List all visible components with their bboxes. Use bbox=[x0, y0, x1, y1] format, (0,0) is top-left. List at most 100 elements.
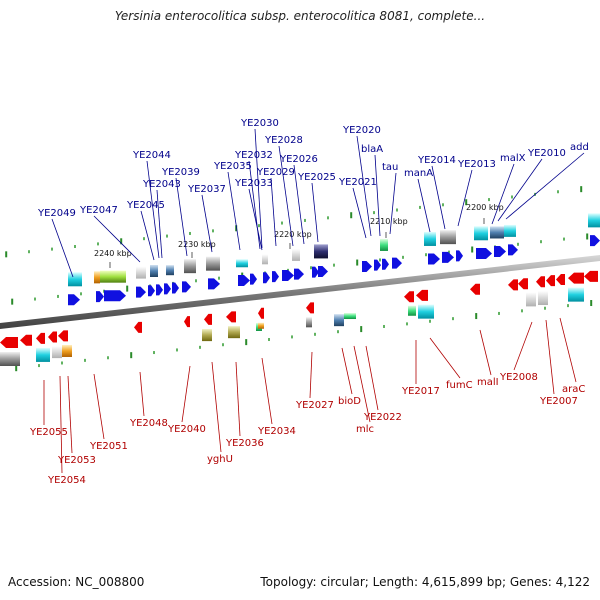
leader-line bbox=[254, 128, 263, 249]
reverse-gene-arrow bbox=[546, 275, 555, 287]
tick-mark bbox=[5, 251, 8, 258]
tick-mark bbox=[360, 326, 363, 333]
feature-block bbox=[306, 317, 312, 328]
leader-line bbox=[270, 177, 277, 247]
gene-label-bottom: YE2022 bbox=[363, 412, 402, 423]
forward-gene-arrow bbox=[182, 281, 191, 293]
forward-gene-arrow bbox=[156, 284, 163, 296]
tick-mark bbox=[586, 233, 589, 240]
feature-block bbox=[588, 213, 600, 228]
tick-mark bbox=[130, 352, 133, 359]
leader-line bbox=[140, 210, 155, 261]
leader-line bbox=[93, 373, 105, 440]
gene-label-bottom: YE2027 bbox=[295, 400, 334, 411]
reverse-gene-arrow bbox=[568, 272, 584, 284]
tick-mark bbox=[452, 317, 454, 321]
gene-label-top: YE2010 bbox=[527, 148, 566, 159]
leader-line bbox=[235, 361, 241, 437]
forward-gene-arrow bbox=[208, 278, 220, 290]
tick-mark bbox=[580, 186, 583, 193]
map-title: Yersinia enterocolitica subsp. enterocol… bbox=[114, 9, 486, 23]
feature-block bbox=[0, 352, 20, 366]
leader-line bbox=[51, 218, 74, 278]
tick-mark bbox=[15, 365, 18, 372]
bp-mark-label: 2200 kbp bbox=[466, 203, 504, 212]
tick-mark bbox=[350, 212, 353, 219]
feature-block bbox=[206, 256, 220, 271]
reverse-gene-arrow bbox=[184, 316, 190, 328]
forward-gene-arrow bbox=[294, 268, 304, 280]
feature-block bbox=[100, 270, 126, 283]
forward-gene-arrow bbox=[250, 273, 257, 285]
gene-label-bottom: YE2051 bbox=[89, 441, 128, 452]
feature-block bbox=[380, 238, 388, 251]
tick-mark bbox=[540, 240, 542, 244]
tick-mark bbox=[176, 348, 178, 352]
feature-block bbox=[538, 291, 548, 306]
leader-line bbox=[559, 317, 577, 383]
gene-label-top: YE2014 bbox=[417, 155, 456, 166]
feature-block bbox=[474, 226, 488, 241]
reverse-gene-arrow bbox=[258, 307, 264, 319]
gene-label-bottom: YE2034 bbox=[257, 426, 296, 437]
topology-summary: Topology: circular; Length: 4,615,899 bp… bbox=[260, 575, 590, 589]
tick-mark bbox=[120, 238, 123, 245]
gene-label-bottom: araC bbox=[562, 384, 585, 395]
forward-gene-arrow bbox=[382, 258, 389, 270]
gene-label-top: YE2013 bbox=[457, 159, 496, 170]
tick-mark bbox=[488, 198, 490, 202]
gene-label-top: manA bbox=[404, 168, 433, 179]
tick-mark bbox=[563, 237, 565, 241]
leader-line bbox=[365, 345, 379, 411]
gene-label-bottom: bioD bbox=[338, 396, 361, 407]
tick-mark bbox=[80, 292, 82, 296]
feature-block bbox=[262, 254, 268, 265]
tick-mark bbox=[442, 203, 444, 207]
leader-line bbox=[201, 194, 213, 253]
leader-line bbox=[491, 163, 515, 225]
tick-mark bbox=[590, 300, 593, 307]
gene-label-bottom: YE2036 bbox=[225, 438, 264, 449]
gene-label-top: YE2020 bbox=[342, 125, 381, 136]
tick-mark bbox=[258, 224, 260, 228]
feature-block bbox=[314, 244, 328, 259]
leader-line bbox=[389, 172, 397, 235]
forward-gene-arrow bbox=[312, 266, 319, 278]
feature-block bbox=[258, 322, 264, 329]
forward-gene-arrow bbox=[238, 275, 250, 287]
tick-mark bbox=[28, 250, 30, 254]
feature-block bbox=[36, 347, 50, 362]
reverse-gene-arrow bbox=[20, 334, 32, 346]
leader-line bbox=[513, 321, 533, 371]
gene-label-bottom: malI bbox=[477, 377, 499, 388]
tick-mark bbox=[521, 309, 523, 313]
reverse-gene-arrow bbox=[404, 291, 414, 303]
tick-mark bbox=[304, 218, 306, 222]
tick-mark bbox=[471, 246, 474, 253]
reverse-gene-arrow bbox=[134, 321, 142, 333]
forward-gene-arrow bbox=[164, 283, 171, 295]
gene-label-bottom: YE2040 bbox=[167, 424, 206, 435]
leader-line bbox=[248, 160, 261, 250]
gene-label-top: blaA bbox=[361, 144, 383, 155]
tick-mark bbox=[379, 258, 381, 262]
tick-mark bbox=[544, 306, 546, 310]
feature-block bbox=[94, 271, 100, 284]
feature-block bbox=[184, 259, 196, 274]
leader-line bbox=[261, 357, 273, 425]
tick-mark bbox=[448, 250, 450, 254]
gene-label-top: YE2044 bbox=[132, 150, 171, 161]
tick-mark bbox=[222, 343, 224, 347]
tick-mark bbox=[475, 313, 478, 320]
forward-gene-arrow bbox=[148, 285, 155, 297]
gene-label-top: malX bbox=[500, 153, 526, 164]
leader-line bbox=[211, 361, 222, 453]
gene-label-top: YE2049 bbox=[37, 208, 76, 219]
leader-line bbox=[311, 182, 319, 243]
tick-mark bbox=[419, 205, 421, 209]
gene-label-top: YE2025 bbox=[297, 172, 336, 183]
tick-mark bbox=[245, 339, 248, 346]
bp-mark-label: 2210 kbp bbox=[370, 217, 408, 226]
reverse-gene-arrow bbox=[204, 313, 212, 325]
